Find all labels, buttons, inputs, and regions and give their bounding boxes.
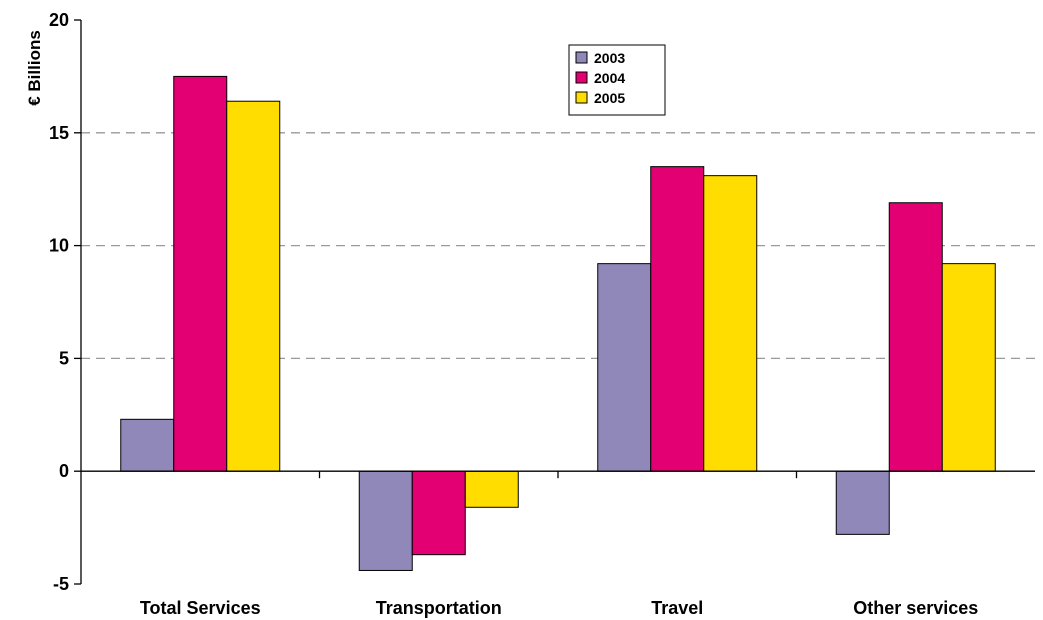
legend-swatch-2003: [575, 51, 588, 64]
bar-2003-0: [120, 418, 175, 472]
y-tick-label: 10: [49, 236, 69, 256]
y-tick-label: 20: [49, 10, 69, 30]
legend-swatch-2004: [575, 71, 588, 84]
bar-2004-0: [173, 75, 228, 472]
y-tick-label: -5: [53, 574, 69, 594]
category-label: Other services: [853, 598, 978, 618]
bar-2005-3: [941, 263, 996, 472]
bar-2004-1: [411, 470, 466, 556]
legend-label: 2004: [594, 70, 625, 86]
bar-2004-2: [650, 166, 705, 472]
bar-2004-3: [888, 202, 943, 472]
legend-label: 2003: [594, 50, 625, 66]
bar-2005-2: [703, 175, 758, 472]
category-label: Transportation: [376, 598, 502, 618]
y-tick-label: 15: [49, 123, 69, 143]
bar-2005-1: [464, 470, 519, 508]
legend: 2003 2004 2005: [568, 44, 666, 116]
y-tick-label: 5: [59, 348, 69, 368]
bar-2003-3: [835, 470, 890, 535]
bar-2003-1: [358, 470, 413, 571]
legend-swatch-2005: [575, 91, 588, 104]
bar-2005-0: [226, 100, 281, 472]
bar-2003-2: [597, 263, 652, 472]
category-label: Travel: [651, 598, 703, 618]
y-axis-label: € Billions: [25, 30, 44, 106]
y-tick-label: 0: [59, 461, 69, 481]
legend-label: 2005: [594, 90, 625, 106]
category-label: Total Services: [140, 598, 261, 618]
